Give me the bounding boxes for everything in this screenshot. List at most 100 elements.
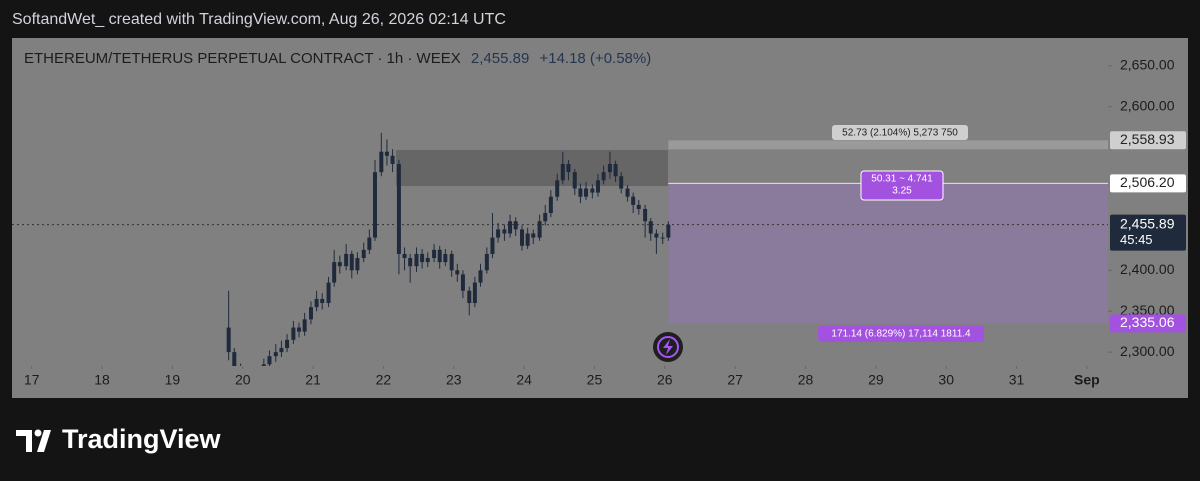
candle-body: [314, 298, 319, 308]
title-change: +14.18 (+0.58%): [539, 50, 651, 67]
candle-body: [513, 221, 518, 230]
x-tick-label: 25: [587, 372, 603, 388]
candle-body: [502, 229, 507, 234]
candle-body: [484, 253, 489, 271]
price-level-tag: [1110, 314, 1186, 333]
last-price-label: 2,455.89: [1120, 215, 1175, 231]
candle-body: [478, 270, 483, 283]
risk-area: [668, 183, 1108, 324]
candle-body: [590, 188, 595, 193]
candle-body: [432, 249, 437, 259]
candle-body: [355, 258, 360, 271]
x-tick-label: 29: [868, 372, 884, 388]
candle-body: [531, 233, 536, 238]
brand: TradingView: [62, 424, 222, 454]
candle-body: [279, 348, 284, 353]
x-tick-label: 18: [94, 372, 110, 388]
x-tick-label: 27: [727, 372, 743, 388]
candle-body: [460, 274, 465, 291]
candle-body: [555, 180, 560, 197]
x-tick-label: 24: [516, 372, 532, 388]
candle-body: [613, 163, 618, 177]
chart-title: ETHEREUM/TETHERUS PERPETUAL CONTRACT · 1…: [24, 50, 651, 67]
x-tick-label: 26: [657, 372, 673, 388]
loss-box: [818, 326, 984, 342]
candle-body: [560, 163, 565, 181]
candle-body: [267, 356, 272, 365]
candle-body: [643, 208, 648, 222]
candle-body: [285, 339, 290, 349]
candle-body: [666, 224, 671, 238]
candle-body: [390, 155, 395, 164]
header-text: SoftandWet_ created with TradingView.com…: [12, 11, 506, 28]
price-level-label: 2,335.06: [1120, 314, 1175, 330]
x-tick-label: Sep: [1074, 372, 1100, 388]
candle-body: [361, 249, 366, 259]
candle-body: [660, 237, 665, 239]
candle-body: [472, 282, 477, 304]
price-level-tag: [1110, 131, 1186, 150]
candle-body: [619, 176, 624, 189]
candle-body: [226, 327, 231, 353]
last-price-tag: [1110, 214, 1186, 251]
candle-body: [548, 196, 553, 214]
candle-body: [566, 163, 571, 173]
candle-body: [437, 249, 442, 263]
candle-body: [648, 221, 653, 234]
stats-label: 52.73 (2.104%) 5,273 750: [842, 128, 958, 139]
candle-body: [396, 163, 401, 254]
x-tick-label: 21: [305, 372, 321, 388]
candle-body: [273, 352, 278, 357]
candle-body: [496, 229, 501, 238]
plot-area: [12, 132, 1108, 366]
candle-body: [543, 213, 548, 222]
candle-body: [654, 233, 659, 238]
candle-body: [572, 172, 577, 189]
candle-body: [467, 290, 472, 304]
x-tick-label: 30: [938, 372, 954, 388]
candle-body: [443, 253, 448, 263]
candle-body: [455, 270, 460, 275]
candle-body: [631, 196, 636, 205]
candle-body: [425, 258, 430, 263]
candle-body: [449, 253, 454, 271]
candle-body: [578, 188, 583, 197]
ratio-label: 50.31 ~ 4.741: [871, 174, 933, 185]
candle-body: [302, 319, 307, 332]
candle-body: [490, 237, 495, 254]
loss-label: 171.14 (6.829%) 17,114 1811.4: [831, 329, 971, 340]
candle-body: [291, 327, 296, 340]
x-tick-label: 31: [1009, 372, 1025, 388]
candle-body: [367, 237, 372, 250]
candle-body: [261, 364, 266, 366]
candle-body: [379, 151, 384, 173]
tradingview-logo: [16, 429, 51, 452]
title-price: 2,455.89: [471, 50, 529, 67]
candle-body: [520, 229, 525, 246]
price-level-tag: [1110, 174, 1186, 193]
candle-body: [232, 352, 237, 366]
stats-box: [832, 125, 968, 140]
y-tick-label: 2,350.00: [1120, 302, 1175, 318]
candle-body: [320, 298, 325, 304]
candle-body: [584, 188, 589, 197]
candle-body: [344, 253, 349, 267]
price-level-label: 2,506.20: [1120, 174, 1175, 190]
candle-body: [297, 327, 302, 332]
candle-body: [420, 253, 425, 263]
ratio-value: 3.25: [892, 186, 912, 197]
candle-body: [537, 221, 542, 238]
candle-body: [384, 151, 389, 156]
y-tick-label: 2,300.00: [1120, 343, 1175, 359]
x-tick-label: 28: [798, 372, 814, 388]
y-tick-label: 2,650.00: [1120, 57, 1175, 73]
x-tick-label: 19: [165, 372, 181, 388]
alert-icon: [653, 332, 683, 362]
candle-body: [402, 253, 407, 259]
y-tick-label: 2,400.00: [1120, 261, 1175, 277]
title: ETHEREUM/TETHERUS PERPETUAL CONTRACT · 1…: [24, 50, 461, 67]
candle-body: [337, 262, 342, 267]
candle-body: [525, 233, 530, 246]
x-tick-label: 17: [24, 372, 40, 388]
